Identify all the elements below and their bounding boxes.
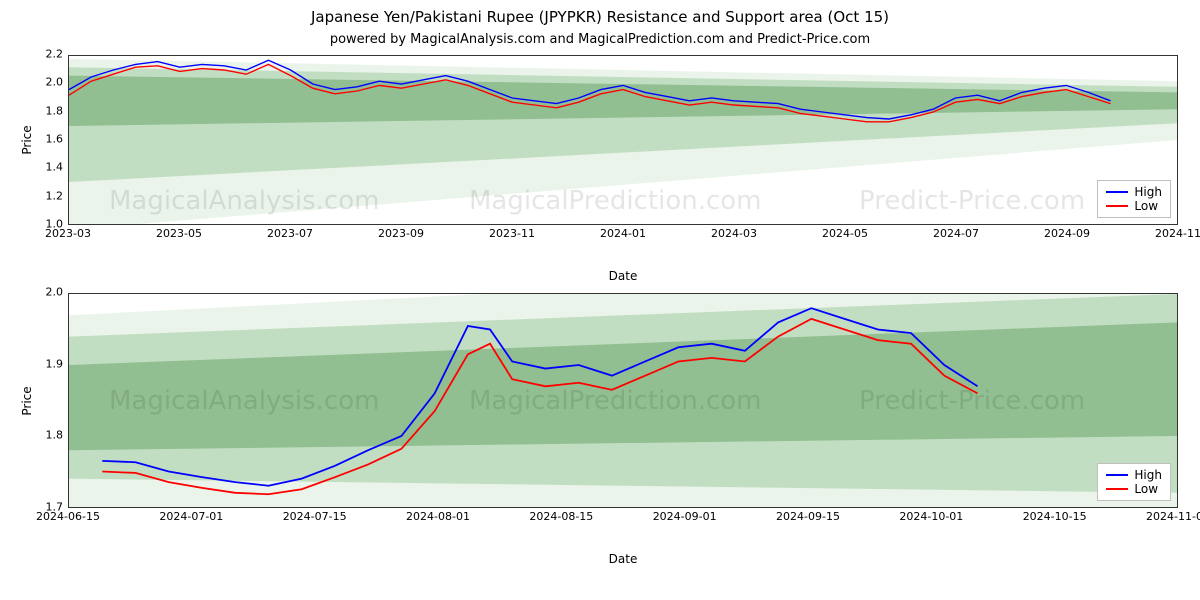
bottom-chart-svg [69, 294, 1177, 507]
xtick: 2024-11-01 [1146, 510, 1200, 523]
top-xticks: 2023-032023-052023-072023-092023-112024-… [68, 225, 1178, 241]
legend-label-low: Low [1134, 199, 1158, 213]
top-ylabel: Price [20, 125, 34, 154]
legend-swatch-low [1106, 488, 1128, 490]
xtick: 2024-09 [1044, 227, 1090, 240]
xtick: 2024-08-15 [529, 510, 593, 523]
legend-label-high: High [1134, 185, 1162, 199]
ytick: 1.6 [46, 133, 70, 146]
ytick: 2.0 [46, 76, 70, 89]
bottom-xlabel: Date [68, 552, 1178, 566]
xtick: 2024-11 [1155, 227, 1200, 240]
ytick: 1.4 [46, 161, 70, 174]
xtick: 2024-06-15 [36, 510, 100, 523]
xtick: 2024-07-01 [159, 510, 223, 523]
legend-swatch-high [1106, 191, 1128, 193]
xtick: 2024-10-01 [899, 510, 963, 523]
xtick: 2024-08-01 [406, 510, 470, 523]
chart-subtitle: powered by MagicalAnalysis.com and Magic… [12, 32, 1188, 47]
top-xlabel: Date [68, 269, 1178, 283]
xtick: 2024-09-01 [653, 510, 717, 523]
bottom-chart-panel: Price 1.71.81.92.0 MagicalAnalysis.com M… [68, 293, 1178, 508]
xtick: 2024-10-15 [1023, 510, 1087, 523]
bottom-legend: High Low [1097, 463, 1171, 501]
xtick: 2024-09-15 [776, 510, 840, 523]
top-chart-svg [69, 56, 1177, 224]
top-chart-panel: Price 1.01.21.41.61.82.02.2 MagicalAnaly… [68, 55, 1178, 225]
xtick: 2023-11 [489, 227, 535, 240]
xtick: 2023-09 [378, 227, 424, 240]
xtick: 2024-05 [822, 227, 868, 240]
legend-label-high: High [1134, 468, 1162, 482]
bottom-xticks: 2024-06-152024-07-012024-07-152024-08-01… [68, 508, 1178, 524]
ytick: 1.8 [46, 429, 70, 442]
legend-swatch-high [1106, 474, 1128, 476]
legend-swatch-low [1106, 205, 1128, 207]
top-legend: High Low [1097, 180, 1171, 218]
xtick: 2024-07-15 [283, 510, 347, 523]
xtick: 2023-05 [156, 227, 202, 240]
xtick: 2024-01 [600, 227, 646, 240]
ytick: 2.2 [46, 48, 70, 61]
xtick: 2023-07 [267, 227, 313, 240]
ytick: 1.2 [46, 189, 70, 202]
chart-title: Japanese Yen/Pakistani Rupee (JPYPKR) Re… [12, 8, 1188, 26]
xtick: 2024-07 [933, 227, 979, 240]
xtick: 2024-03 [711, 227, 757, 240]
ytick: 1.8 [46, 104, 70, 117]
xtick: 2023-03 [45, 227, 91, 240]
ytick: 1.9 [46, 357, 70, 370]
bottom-ylabel: Price [20, 386, 34, 415]
ytick: 2.0 [46, 286, 70, 299]
legend-label-low: Low [1134, 482, 1158, 496]
